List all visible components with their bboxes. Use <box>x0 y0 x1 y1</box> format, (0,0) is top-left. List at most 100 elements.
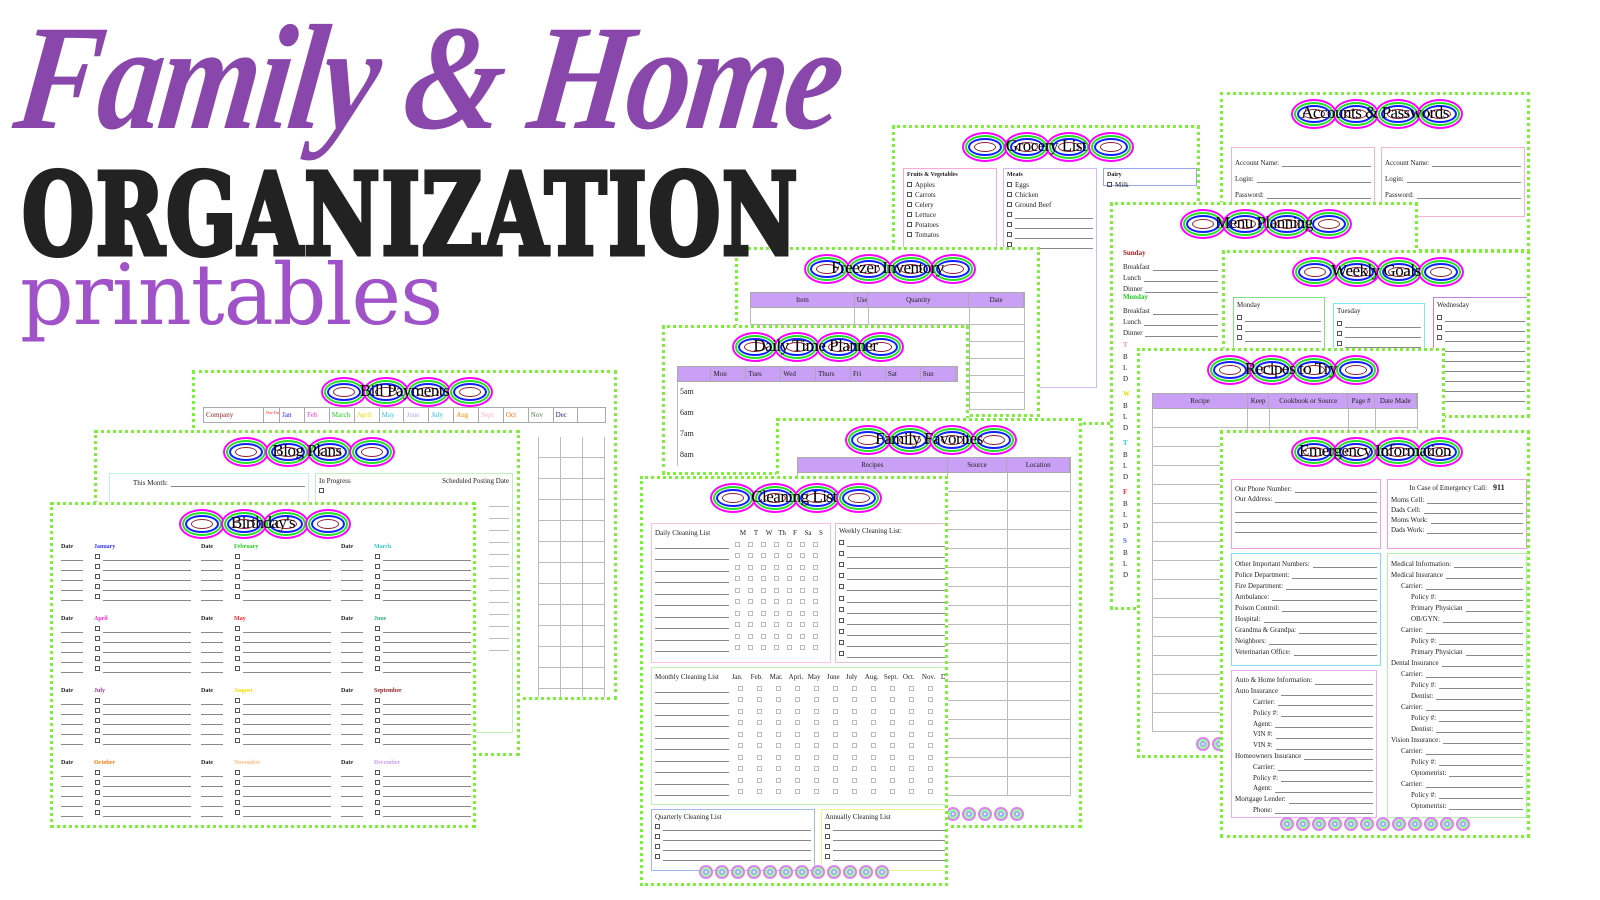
blank-line <box>847 581 945 592</box>
field-label: Mortgage Lender: <box>1235 795 1286 804</box>
date-blank <box>61 591 83 601</box>
table-cell <box>948 511 1008 531</box>
sheet-title: Emergency Information <box>1223 433 1527 469</box>
birthday-line <box>341 705 471 715</box>
birthday-line <box>341 787 471 797</box>
month-block: Date May <box>201 611 331 673</box>
ring-icon <box>836 483 882 513</box>
blank-line <box>1304 750 1373 761</box>
blank-line <box>1445 569 1523 579</box>
checkbox-icon <box>909 789 914 794</box>
checkbox-icon <box>235 646 240 651</box>
form-line: Primary Physician <box>1391 601 1523 612</box>
field-label: Other Important Numbers: <box>1235 559 1310 568</box>
table-header: Recipe Keep Cookbook or Source Page # Date M… <box>1152 393 1418 410</box>
date-line <box>489 591 509 604</box>
checkbox-icon <box>871 777 876 783</box>
blank-line <box>847 559 945 569</box>
checkbox-icon <box>761 645 766 650</box>
blank-line <box>1235 513 1377 523</box>
form-line: Policy #: <box>1235 771 1373 782</box>
checkbox-icon <box>813 576 818 581</box>
table-cell <box>948 663 1008 683</box>
birthday-line <box>201 735 331 745</box>
checkbox-icon <box>735 564 740 570</box>
blank-line <box>1145 327 1218 337</box>
form-line <box>1337 318 1421 328</box>
item-label: Ground Beef <box>1015 200 1052 209</box>
checkbox-icon <box>1237 335 1242 340</box>
checkbox-icon <box>757 777 762 783</box>
table-cell <box>970 376 1024 394</box>
date-blank <box>61 653 83 663</box>
checkbox-icon <box>375 594 380 599</box>
table-cell <box>948 530 1008 550</box>
table-cell <box>1008 701 1070 721</box>
bill-header-row: Company Due Date Jan Feb March April May June Ju… <box>203 407 606 424</box>
checkbox-icon <box>928 766 933 771</box>
field-label: Primary Physician <box>1411 647 1463 656</box>
grocery-item: Ground Beef <box>1007 199 1093 209</box>
chore-blank <box>655 729 729 739</box>
form-line: Mortgage Lender: <box>1235 793 1373 804</box>
table-cell <box>561 668 583 689</box>
blank-line <box>1449 800 1523 810</box>
form-line <box>825 841 945 852</box>
checkbox-icon <box>738 731 743 737</box>
form-line <box>1237 312 1321 322</box>
checkbox-icon <box>839 539 844 545</box>
date-label: Date <box>341 543 353 550</box>
chore-blank <box>655 706 729 716</box>
checkbox-icon <box>890 697 895 702</box>
checkbox-icon <box>735 633 740 639</box>
date-blank <box>201 797 223 807</box>
sheet-body: Company Due Date Jan Feb March April May June Ju… <box>203 407 606 697</box>
column-header: Fri <box>851 367 886 382</box>
form-line: Carrier: <box>1391 623 1523 634</box>
name-blank <box>383 695 471 705</box>
form-line: Vision Insurance: <box>1391 733 1523 744</box>
meal-letter: B <box>1123 402 1128 410</box>
chore-row <box>655 693 945 704</box>
table-cell <box>751 308 855 326</box>
table-cell <box>970 342 1024 360</box>
blank-line <box>1437 352 1525 362</box>
time-label: 6am <box>677 403 958 425</box>
checkbox-icon <box>928 685 933 691</box>
checkbox-icon <box>757 743 762 748</box>
column-header: Sun <box>921 367 956 382</box>
blank-line <box>1439 756 1523 766</box>
chore-row <box>655 641 827 652</box>
field-label: Agent: <box>1253 719 1273 728</box>
table-cell <box>1008 606 1070 626</box>
day-label: T <box>753 528 759 537</box>
field-label: Account Name: <box>1385 158 1430 167</box>
blank-line <box>1152 261 1218 271</box>
blank-line <box>847 537 945 547</box>
checkbox-icon <box>814 720 819 725</box>
form-line: Optometrist: <box>1391 766 1523 777</box>
table-cell <box>1248 409 1269 429</box>
birthday-line <box>61 571 191 581</box>
ring-icon <box>349 437 395 467</box>
form-line <box>839 636 945 648</box>
column-heading: Meats <box>1007 172 1023 178</box>
form-line: This Month: <box>113 477 305 487</box>
form-line: Dinner <box>1123 282 1218 293</box>
checkbox-icon <box>774 587 779 593</box>
emergency-number: 911 <box>1493 483 1505 492</box>
checkbox-icon <box>833 731 838 737</box>
form-line: Homeowners Insurance <box>1235 750 1373 761</box>
month-label: Mar. <box>769 672 783 681</box>
checkbox-icon <box>95 698 100 703</box>
day-label: M <box>739 528 747 537</box>
decorative-rings-icon <box>803 254 976 284</box>
ring-icon <box>929 254 976 284</box>
date-blank <box>341 797 363 807</box>
table-cell <box>948 568 1008 588</box>
field-label: Primary Physician <box>1411 603 1463 612</box>
blank-line <box>1152 305 1218 315</box>
ring-icon <box>1306 209 1352 239</box>
name-blank <box>243 633 331 643</box>
daily-cleaning-box: Daily Cleaning List M T W Th F Sa S <box>651 523 831 663</box>
